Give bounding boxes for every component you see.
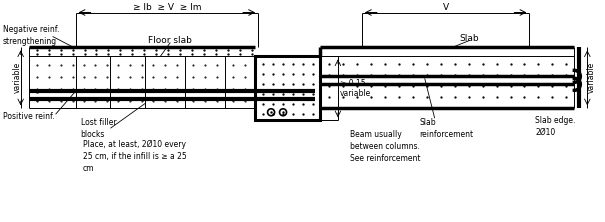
Text: Slab edge.
2Ø10: Slab edge. 2Ø10 [535,116,576,137]
Text: Floor slab: Floor slab [148,36,192,46]
Text: variable: variable [587,62,596,93]
Text: ≥ lb  ≥ V  ≥ lm: ≥ lb ≥ V ≥ lm [132,2,201,12]
Text: V: V [443,2,449,12]
Text: Lost filler
blocks: Lost filler blocks [80,118,116,139]
Text: ≥ 0.15
variable: ≥ 0.15 variable [340,79,371,98]
Bar [255,56,320,120]
Text: variable: variable [13,62,22,93]
Text: Place, at least, 2Ø10 every
25 cm, if the infill is ≥ a 25
cm: Place, at least, 2Ø10 every 25 cm, if th… [82,140,186,173]
Text: Negative reinf.
strengthening: Negative reinf. strengthening [2,26,59,46]
Text: Slab: Slab [460,34,479,44]
Text: Beam usually
between columns.
See reinforcement: Beam usually between columns. See reinfo… [350,130,420,163]
Text: Positive reinf.: Positive reinf. [2,112,54,121]
Text: Slab
reinforcement: Slab reinforcement [420,118,474,139]
